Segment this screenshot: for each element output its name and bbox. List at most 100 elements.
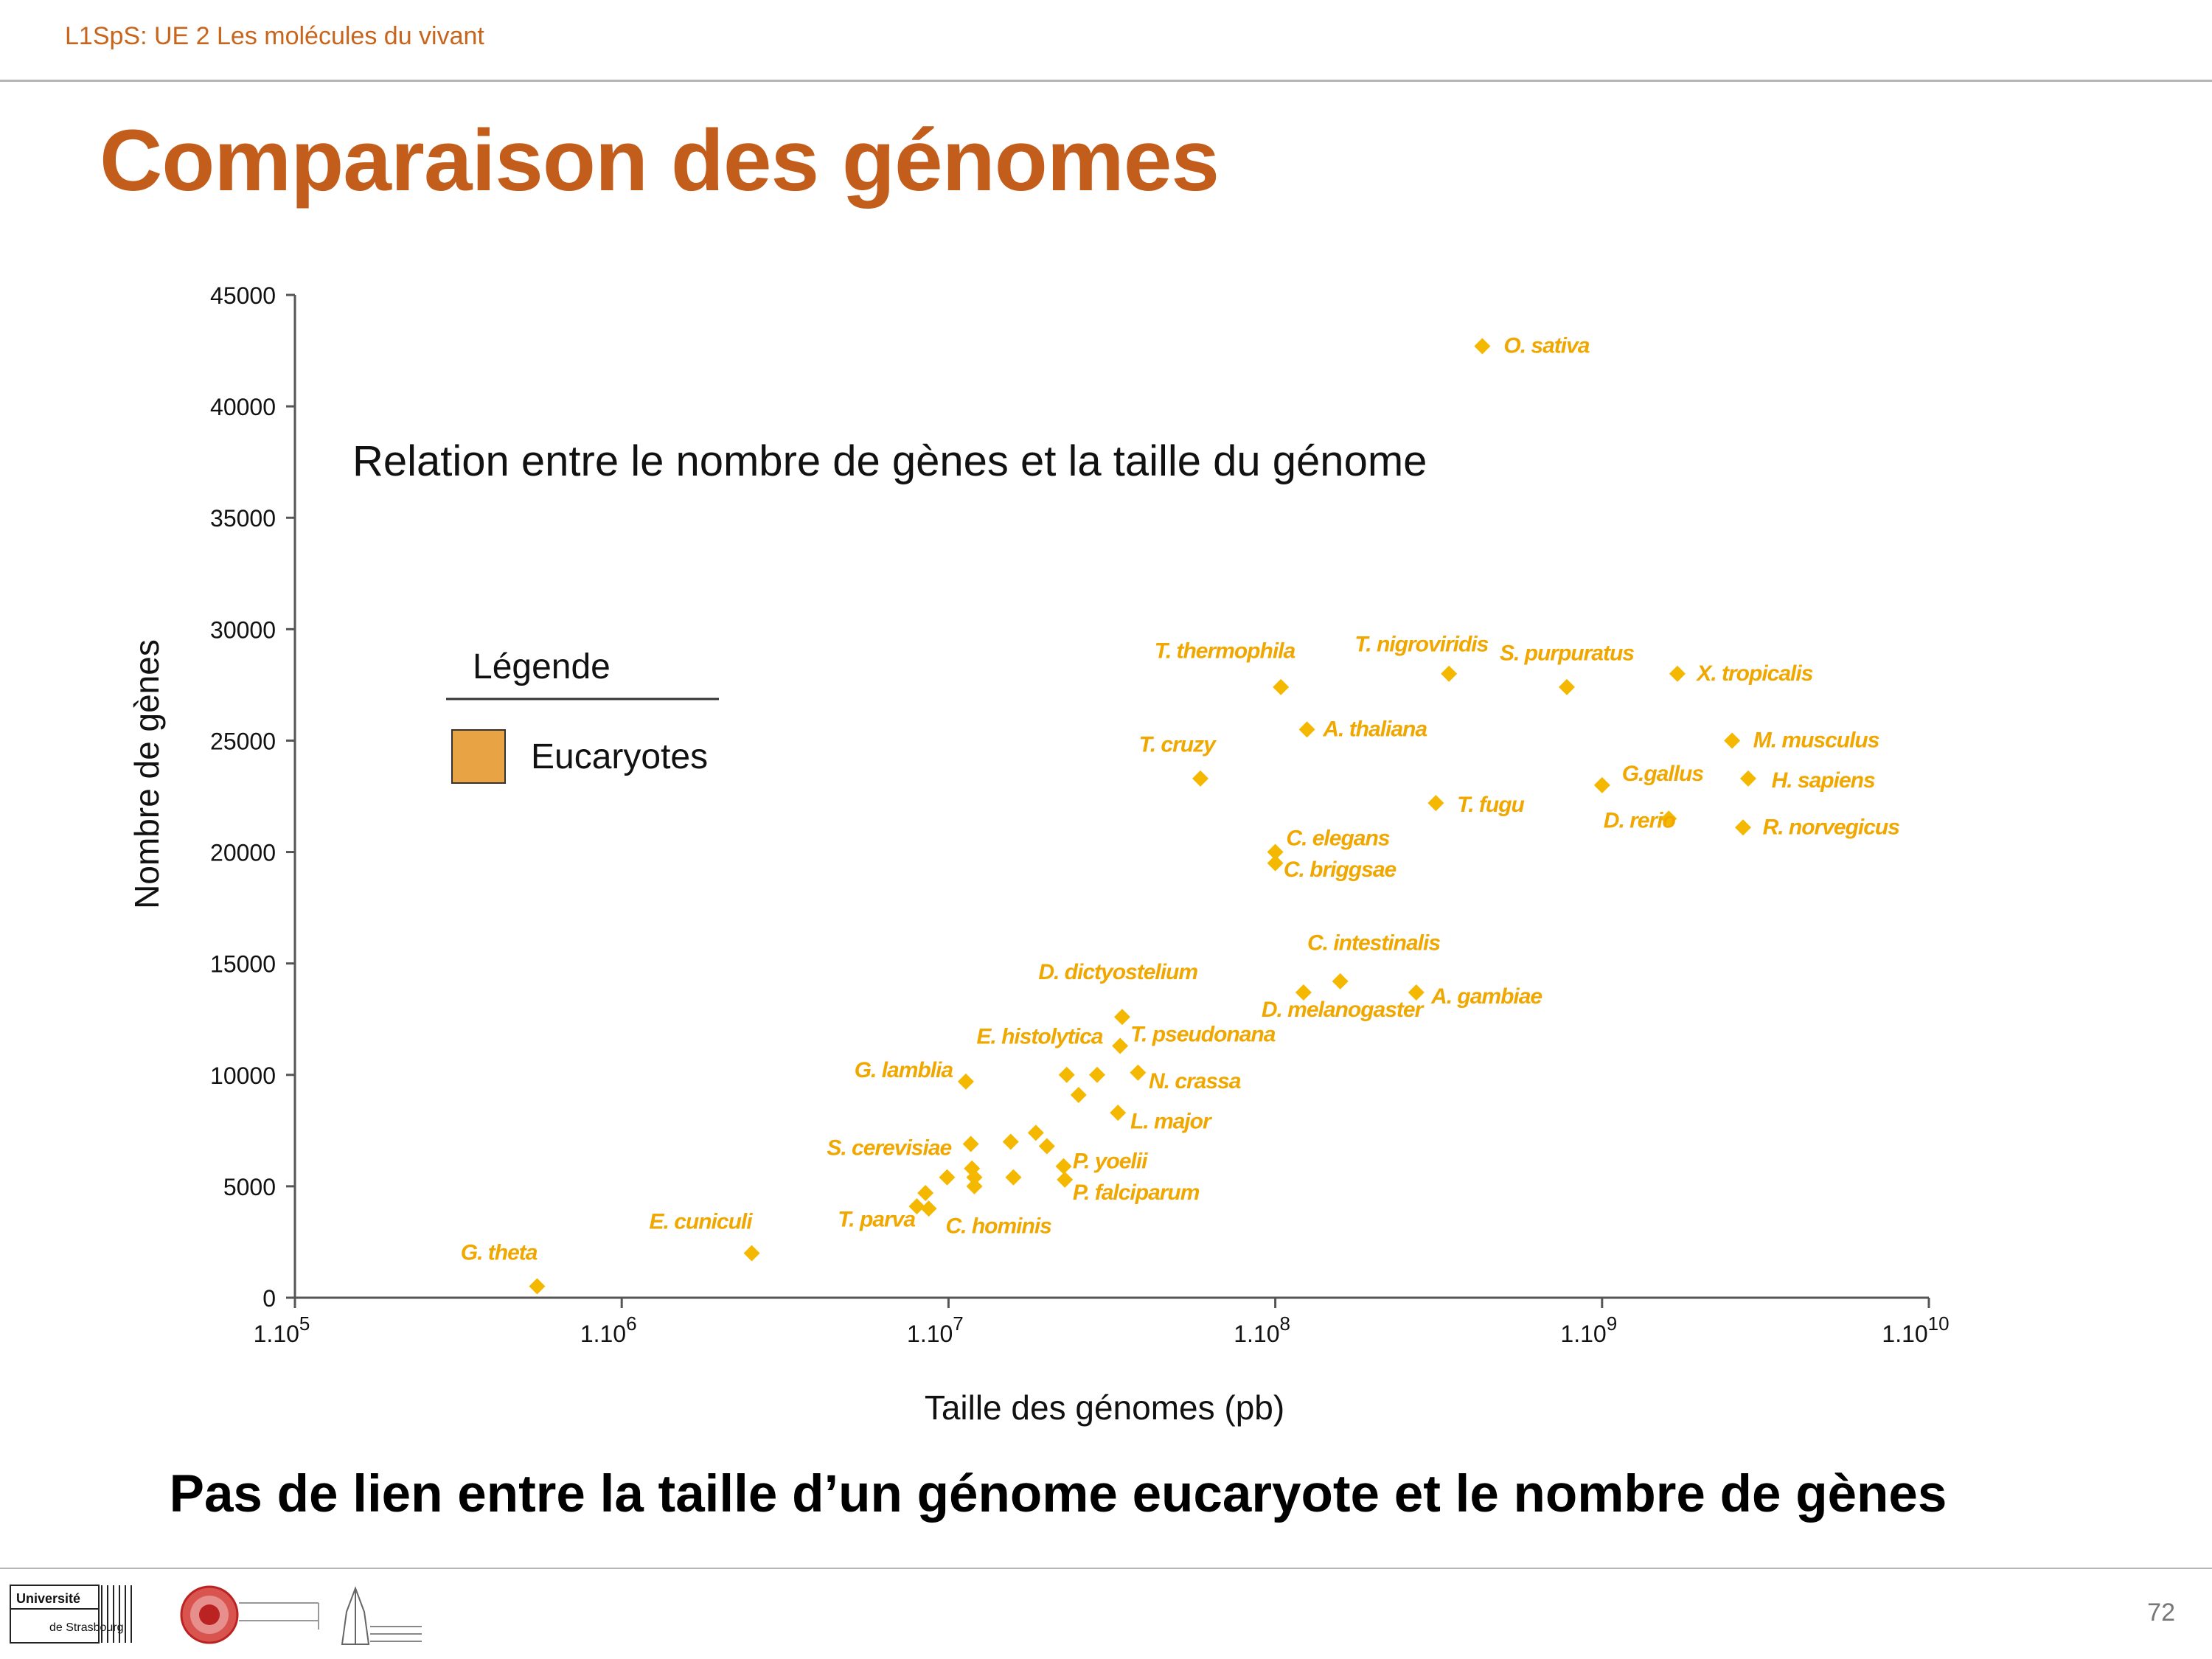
legend-swatch-eucaryotes [451, 729, 506, 784]
point-label: M. musculus [1753, 728, 1879, 753]
x-tick-exponent: 9 [1607, 1312, 1617, 1335]
point-label: H. sapiens [1772, 768, 1875, 793]
data-point [1739, 770, 1756, 787]
data-point [920, 1200, 937, 1217]
point-label: E. histolytica [976, 1024, 1102, 1048]
data-point [1408, 984, 1425, 1001]
data-point [1593, 776, 1610, 793]
genome-scatter-chart: 0 5000 10000 15000 20000 25000 30000 35000 40000… [128, 282, 1950, 1427]
y-tick-label: 0 [262, 1285, 276, 1312]
data-point [1474, 338, 1491, 355]
y-tick-label: 10000 [210, 1062, 276, 1089]
point-labels: G. theta E. cuniculi T. parva C. hominis S. … [461, 334, 1900, 1265]
x-tick-base: 1.10 [907, 1321, 953, 1347]
data-point [1070, 1086, 1087, 1103]
point-label: X. tropicalis [1695, 661, 1812, 686]
y-tick-label: 5000 [223, 1174, 276, 1200]
y-ticks: 0 5000 10000 15000 20000 25000 30000 35000 40000… [210, 282, 295, 1312]
data-point [1130, 1064, 1147, 1081]
point-label: D. dictyostelium [1038, 960, 1197, 984]
data-point [1027, 1124, 1044, 1141]
x-tick-base: 1.10 [1560, 1321, 1606, 1347]
x-tick-label: 1.105 [254, 1312, 310, 1347]
y-tick-label: 20000 [210, 840, 276, 866]
x-tick-exponent: 8 [1280, 1312, 1290, 1335]
point-label: T. nigroviridis [1354, 633, 1488, 657]
point-label: C. elegans [1286, 826, 1389, 850]
point-label: C. hominis [946, 1214, 1052, 1238]
point-label: A. gambiae [1430, 984, 1542, 1009]
data-point [1058, 1066, 1075, 1083]
page-number: 72 [2147, 1599, 2175, 1627]
point-label: L. major [1130, 1109, 1213, 1133]
data-point [1038, 1138, 1055, 1155]
y-tick-label: 45000 [210, 282, 276, 309]
data-point [1267, 855, 1284, 872]
conclusion-text: Pas de lien entre la taille d’un génome … [169, 1465, 1947, 1523]
chart-axes [293, 295, 1929, 1299]
data-point [1558, 678, 1575, 695]
point-label: T. cruzy [1139, 733, 1217, 757]
data-point [957, 1073, 974, 1090]
x-tick-base: 1.10 [1882, 1321, 1927, 1347]
y-tick-label: 15000 [210, 951, 276, 978]
x-tick-exponent: 6 [626, 1312, 636, 1335]
point-label: E. cuniculi [650, 1209, 754, 1234]
point-label: D. rerio [1604, 808, 1676, 832]
data-point [939, 1169, 956, 1186]
point-label: P. falciparum [1073, 1180, 1200, 1205]
point-label: G. theta [461, 1241, 538, 1265]
point-label: N. crassa [1149, 1069, 1241, 1093]
data-point [962, 1135, 979, 1152]
point-label: T. pseudonana [1130, 1022, 1276, 1046]
data-point [966, 1169, 983, 1186]
data-point [1055, 1158, 1072, 1175]
data-point [1295, 984, 1312, 1001]
x-tick-base: 1.10 [254, 1321, 299, 1347]
point-label: T. thermophila [1155, 639, 1295, 664]
data-point [1192, 770, 1209, 787]
point-label: T. fugu [1457, 793, 1524, 817]
data-point [1267, 844, 1284, 860]
y-tick-label: 40000 [210, 394, 276, 420]
logo-text-strasbourg: de Strasbourg [49, 1621, 124, 1634]
data-point [1005, 1169, 1022, 1186]
x-ticks: 1.105 1.106 1.107 1.108 1.109 1.1010 [254, 1298, 1950, 1347]
point-label: G.gallus [1622, 762, 1704, 786]
legend-title: Légende [473, 647, 611, 686]
data-point [966, 1178, 983, 1194]
point-label: G. lamblia [855, 1058, 953, 1082]
x-tick-exponent: 10 [1928, 1312, 1950, 1335]
x-tick-label: 1.109 [1560, 1312, 1617, 1347]
data-point [917, 1184, 934, 1201]
logo-text-universite: Université [16, 1591, 80, 1606]
data-point [1724, 732, 1741, 749]
course-header: L1SpS: UE 2 Les molécules du vivant [65, 22, 484, 50]
data-markers [529, 338, 1756, 1295]
point-label: O. sativa [1503, 334, 1589, 358]
hopitaux-universitaires-logo [341, 1586, 422, 1645]
universite-strasbourg-logo: Université de Strasbourg [10, 1585, 132, 1644]
x-tick-label: 1.106 [580, 1312, 637, 1347]
footer-logos: Université de Strasbourg [10, 1585, 422, 1645]
data-point [1002, 1133, 1019, 1150]
slide-title: Comparaison des génomes [100, 112, 1220, 209]
point-label: C. intestinalis [1307, 931, 1440, 956]
point-label: C. briggsae [1284, 858, 1397, 882]
data-point [1441, 665, 1458, 682]
y-tick-label: 25000 [210, 728, 276, 754]
point-label: D. melanogaster [1262, 998, 1425, 1022]
point-label: A. thaliana [1322, 717, 1427, 741]
data-point [1113, 1009, 1130, 1026]
data-point [743, 1245, 760, 1262]
x-tick-base: 1.10 [1234, 1321, 1279, 1347]
data-point [1669, 665, 1686, 682]
data-point [1112, 1037, 1129, 1054]
legend-label-eucaryotes: Eucaryotes [531, 737, 708, 776]
point-label: R. norvegicus [1763, 815, 1900, 839]
data-point [1298, 721, 1315, 738]
x-tick-label: 1.108 [1234, 1312, 1290, 1347]
y-tick-label: 35000 [210, 505, 276, 532]
data-point [1057, 1171, 1074, 1188]
x-tick-label: 1.107 [907, 1312, 964, 1347]
